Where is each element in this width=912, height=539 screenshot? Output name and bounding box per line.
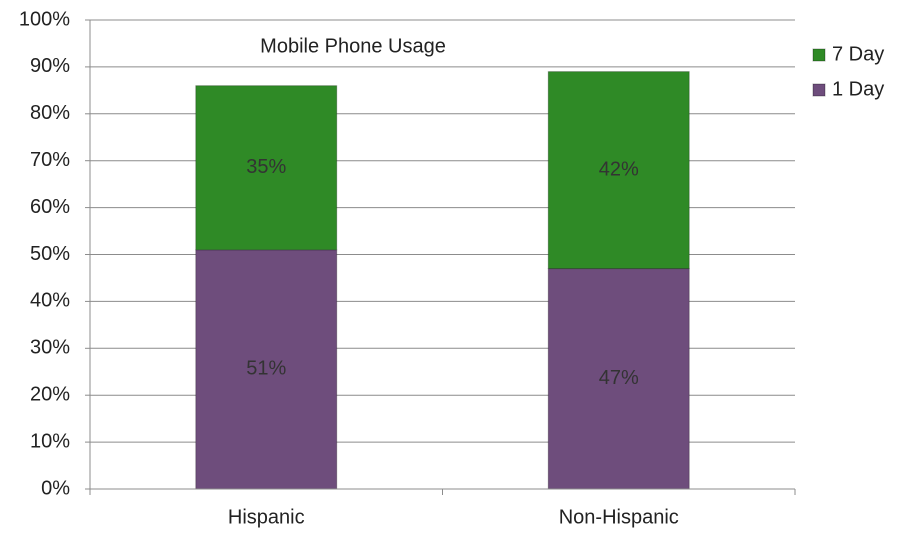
bar-segment — [195, 85, 338, 251]
y-tick-label: 70% — [30, 149, 70, 171]
y-tick-label: 20% — [30, 383, 70, 405]
legend-swatch — [812, 83, 826, 97]
legend-label: 1 Day — [832, 78, 884, 100]
y-tick-label: 0% — [41, 477, 70, 499]
y-tick-label: 30% — [30, 337, 70, 359]
y-tick-label: 100% — [19, 8, 70, 30]
legend-swatch — [812, 48, 826, 62]
y-tick-label: 90% — [30, 55, 70, 77]
value-label: 35% — [246, 156, 286, 178]
y-tick-label: 60% — [30, 196, 70, 218]
value-label: 51% — [246, 358, 286, 380]
y-tick-label: 80% — [30, 102, 70, 124]
bar-segment — [195, 249, 338, 490]
y-tick-label: 40% — [30, 290, 70, 312]
value-label: 42% — [599, 158, 639, 180]
x-tick-label: Hispanic — [228, 506, 305, 528]
chart-title: Mobile Phone Usage — [260, 35, 446, 57]
legend-label: 7 Day — [832, 43, 884, 65]
x-tick-label: Non-Hispanic — [559, 506, 679, 528]
y-tick-label: 10% — [30, 430, 70, 452]
bar-segment — [547, 71, 690, 270]
y-tick-label: 50% — [30, 243, 70, 265]
value-label: 47% — [599, 367, 639, 389]
